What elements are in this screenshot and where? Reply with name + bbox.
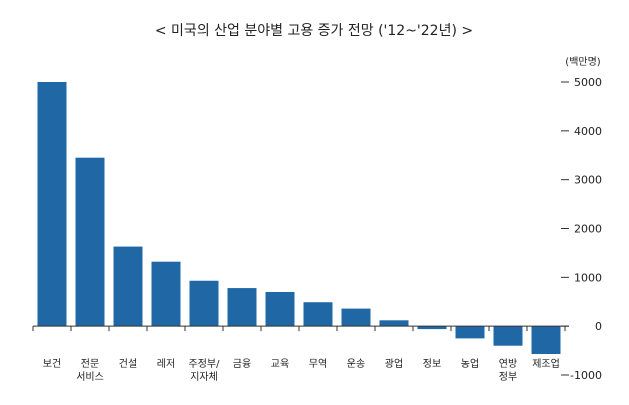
chart-title: < 미국의 산업 분야별 고용 증가 전망 ('12~'22년) >	[155, 23, 473, 39]
category-label: 정보	[423, 358, 441, 370]
bar	[379, 320, 409, 327]
bar	[151, 261, 181, 327]
bar	[75, 157, 105, 327]
y-tick-label: 5000	[574, 76, 602, 89]
category-label: 보건	[43, 358, 61, 370]
category-label: 금융	[233, 358, 251, 370]
bars-group	[37, 82, 561, 355]
bar	[113, 246, 143, 327]
y-tick-label: 4000	[574, 125, 602, 138]
category-label: 운송	[347, 358, 365, 370]
category-label-line: 정부	[499, 371, 517, 383]
category-label-line: 금융	[233, 358, 251, 370]
category-label-line: 주정부/	[189, 358, 221, 370]
bar	[303, 302, 333, 327]
bar	[531, 326, 561, 355]
bar	[189, 280, 219, 327]
category-labels: 보건 전문 서비스 건설 레저 주정부/지자체 금융 교육 무역 운송 광업 정보 농업 연방 정부 제조업	[43, 357, 560, 383]
category-label: 광업	[385, 357, 403, 370]
category-label: 주정부/지자체	[189, 358, 221, 383]
category-label: 교육	[271, 358, 289, 370]
x-axis	[32, 325, 569, 332]
category-label-line: 제조업	[532, 357, 560, 370]
category-label-line: 운송	[347, 358, 365, 370]
category-label-line: 연방	[499, 358, 517, 370]
category-label-line: 교육	[271, 358, 289, 370]
y-tick-label: 1000	[574, 271, 602, 284]
category-label: 전문 서비스	[76, 358, 104, 383]
category-label: 건설	[119, 358, 137, 370]
bar	[265, 291, 295, 327]
category-label: 레저	[157, 358, 175, 370]
category-label-line: 건설	[119, 358, 137, 370]
category-label-line: 서비스	[76, 371, 104, 383]
category-label-line: 광업	[385, 357, 403, 370]
y-tick-label: 0	[595, 320, 602, 333]
category-label-line: 지자체	[190, 371, 218, 383]
category-label: 연방 정부	[499, 358, 517, 383]
category-label: 농업	[461, 357, 479, 370]
category-label-line: 무역	[309, 358, 327, 370]
bar	[341, 308, 371, 327]
unit-label: (백만명)	[565, 56, 601, 68]
bar	[37, 82, 67, 327]
category-label-line: 농업	[461, 357, 479, 370]
y-tick-label: 2000	[574, 223, 602, 236]
y-tick-label: -1000	[570, 369, 602, 382]
bar	[227, 288, 257, 327]
bar	[417, 326, 447, 330]
y-tick-label: 3000	[574, 174, 602, 187]
category-label-line: 전문	[81, 358, 99, 370]
y-axis: -1000 0 1000 2000 3000 4000 5000	[561, 76, 602, 382]
category-label: 제조업	[532, 357, 560, 370]
category-label: 무역	[309, 358, 327, 370]
category-label-line: 보건	[43, 358, 61, 370]
category-label-line: 정보	[423, 358, 441, 370]
bar	[493, 326, 523, 346]
category-label-line: 레저	[157, 358, 175, 370]
bar	[455, 326, 485, 339]
